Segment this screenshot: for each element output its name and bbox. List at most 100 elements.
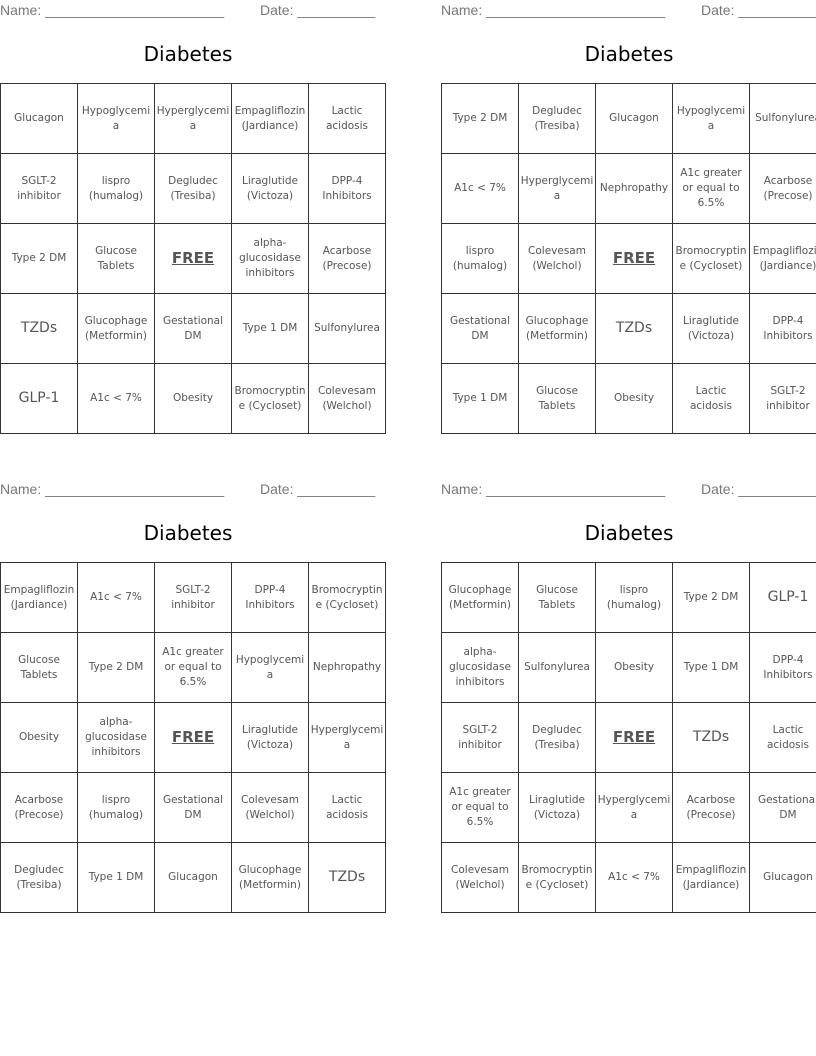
free-space-cell: FREE: [595, 702, 673, 773]
bingo-cell: Gestational DM: [749, 772, 816, 843]
bingo-cell: TZDs: [672, 702, 750, 773]
bingo-cell: Glucagon: [749, 842, 816, 913]
bingo-cell: DPP-4 Inhibitors: [749, 632, 816, 703]
name-field-label: Name: _______________________: [0, 2, 225, 18]
grid-row: Type 2 DM Glucose Tablets FREE alpha-glucos…: [0, 223, 386, 294]
grid-row: Gestational DM Glucophage (Metformin) TZDs…: [441, 293, 816, 364]
grid-row: Glucophage (Metformin) Glucose Tablets lis…: [441, 562, 816, 633]
grid-row: Type 2 DM Degludec (Tresiba) Glucagon Hypog…: [441, 83, 816, 154]
bingo-cell: Hypoglycemia: [672, 83, 750, 154]
bingo-cell: A1c < 7%: [77, 562, 155, 633]
name-field-label: Name: _______________________: [0, 481, 225, 497]
card-title: Diabetes: [584, 521, 674, 545]
bingo-cell: Nephropathy: [308, 632, 386, 703]
grid-row: Degludec (Tresiba) Type 1 DM Glucagon Gluco…: [0, 842, 386, 913]
bingo-cell: alpha-glucosidase inhibitors: [77, 702, 155, 773]
date-field-label: Date: __________: [260, 481, 376, 497]
free-space-cell: FREE: [154, 702, 232, 773]
bingo-cell: Glucagon: [154, 842, 232, 913]
bingo-cell: A1c < 7%: [441, 153, 519, 224]
bingo-cell: Colevesam (Welchol): [518, 223, 596, 294]
bingo-cell: Lactic acidosis: [672, 363, 750, 434]
bingo-cell: A1c < 7%: [595, 842, 673, 913]
bingo-cell: Colevesam (Welchol): [231, 772, 309, 843]
bingo-cell: SGLT-2 inhibitor: [749, 363, 816, 434]
bingo-cell: SGLT-2 inhibitor: [0, 153, 78, 224]
bingo-cell: Hyperglycemia: [518, 153, 596, 224]
free-space-cell: FREE: [154, 223, 232, 294]
bingo-cell: Lactic acidosis: [308, 772, 386, 843]
bingo-cell: Liraglutide (Victoza): [518, 772, 596, 843]
bingo-cell: Lactic acidosis: [308, 83, 386, 154]
bingo-cell: A1c greater or equal to 6.5%: [441, 772, 519, 843]
grid-row: A1c greater or equal to 6.5% Liraglutide …: [441, 772, 816, 843]
grid-row: Type 1 DM Glucose Tablets Obesity Lactic ac…: [441, 363, 816, 434]
grid-row: alpha-glucosidase inhibitors Sulfonylurea…: [441, 632, 816, 703]
grid-row: Colevesam (Welchol) Bromocryptine (Cyclos…: [441, 842, 816, 913]
bingo-cell: Sulfonylurea: [308, 293, 386, 364]
bingo-cell: Sulfonylurea: [749, 83, 816, 154]
bingo-cell: Gestational DM: [154, 293, 232, 364]
bingo-cell: alpha-glucosidase inhibitors: [441, 632, 519, 703]
bingo-card-3: Name: _______________________ Date: ____…: [0, 479, 386, 915]
bingo-cell: Sulfonylurea: [518, 632, 596, 703]
bingo-cell: lispro (humalog): [441, 223, 519, 294]
bingo-cell: Colevesam (Welchol): [308, 363, 386, 434]
bingo-cell: Degludec (Tresiba): [518, 702, 596, 773]
bingo-card-4: Name: _______________________ Date: ____…: [441, 479, 816, 915]
bingo-grid: Glucophage (Metformin) Glucose Tablets lis…: [441, 562, 816, 913]
grid-row: TZDs Glucophage (Metformin) Gestational DM…: [0, 293, 386, 364]
bingo-cell: Liraglutide (Victoza): [672, 293, 750, 364]
bingo-cell: Bromocryptine (Cycloset): [672, 223, 750, 294]
bingo-cell: DPP-4 Inhibitors: [749, 293, 816, 364]
bingo-cell: Acarbose (Precose): [749, 153, 816, 224]
bingo-cell: Acarbose (Precose): [308, 223, 386, 294]
bingo-cell: TZDs: [595, 293, 673, 364]
bingo-cell: A1c < 7%: [77, 363, 155, 434]
bingo-cell: DPP-4 Inhibitors: [231, 562, 309, 633]
bingo-cell: SGLT-2 inhibitor: [441, 702, 519, 773]
bingo-cell: Type 2 DM: [672, 562, 750, 633]
grid-row: Glucose Tablets Type 2 DM A1c greater or e…: [0, 632, 386, 703]
bingo-cell: Glucose Tablets: [518, 562, 596, 633]
bingo-cell: Type 1 DM: [441, 363, 519, 434]
bingo-card-1: Name: _______________________ Date: ____…: [0, 0, 386, 436]
bingo-cell: Type 1 DM: [672, 632, 750, 703]
bingo-cell: lispro (humalog): [77, 153, 155, 224]
bingo-cell: Type 2 DM: [441, 83, 519, 154]
bingo-cell: Hypoglycemia: [231, 632, 309, 703]
grid-row: A1c < 7% Hyperglycemia Nephropathy A1c grea…: [441, 153, 816, 224]
bingo-grid: Empagliflozin (Jardiance) A1c < 7% SGLT-2 …: [0, 562, 386, 913]
bingo-cell: Lactic acidosis: [749, 702, 816, 773]
bingo-cell: Hyperglycemia: [154, 83, 232, 154]
bingo-cell: Acarbose (Precose): [0, 772, 78, 843]
bingo-cell: lispro (humalog): [595, 562, 673, 633]
bingo-cell: Obesity: [154, 363, 232, 434]
bingo-cell: Degludec (Tresiba): [0, 842, 78, 913]
grid-row: lispro (humalog) Colevesam (Welchol) FREE B…: [441, 223, 816, 294]
bingo-cell: Glucose Tablets: [77, 223, 155, 294]
date-field-label: Date: __________: [260, 2, 376, 18]
bingo-cell: Gestational DM: [154, 772, 232, 843]
bingo-cell: Colevesam (Welchol): [441, 842, 519, 913]
grid-row: Acarbose (Precose) lispro (humalog) Gestat…: [0, 772, 386, 843]
date-field-label: Date: __________: [701, 2, 816, 18]
bingo-cell: Glucose Tablets: [518, 363, 596, 434]
bingo-cell: Obesity: [0, 702, 78, 773]
name-field-label: Name: _______________________: [441, 481, 666, 497]
bingo-cell: Empagliflozin (Jardiance): [231, 83, 309, 154]
card-title: Diabetes: [143, 42, 233, 66]
bingo-cell: DPP-4 Inhibitors: [308, 153, 386, 224]
grid-row: Empagliflozin (Jardiance) A1c < 7% SGLT-2 …: [0, 562, 386, 633]
bingo-cell: alpha-glucosidase inhibitors: [231, 223, 309, 294]
bingo-cell: Bromocryptine (Cycloset): [308, 562, 386, 633]
bingo-cell: Type 2 DM: [77, 632, 155, 703]
bingo-card-2: Name: _______________________ Date: ____…: [441, 0, 816, 436]
bingo-cell: Glucose Tablets: [0, 632, 78, 703]
bingo-cell: Glucagon: [595, 83, 673, 154]
bingo-cell: Bromocryptine (Cycloset): [518, 842, 596, 913]
grid-row: GLP-1 A1c < 7% Obesity Bromocryptine (Cyclo…: [0, 363, 386, 434]
bingo-cell: A1c greater or equal to 6.5%: [154, 632, 232, 703]
bingo-cell: Acarbose (Precose): [672, 772, 750, 843]
bingo-cell: TZDs: [308, 842, 386, 913]
